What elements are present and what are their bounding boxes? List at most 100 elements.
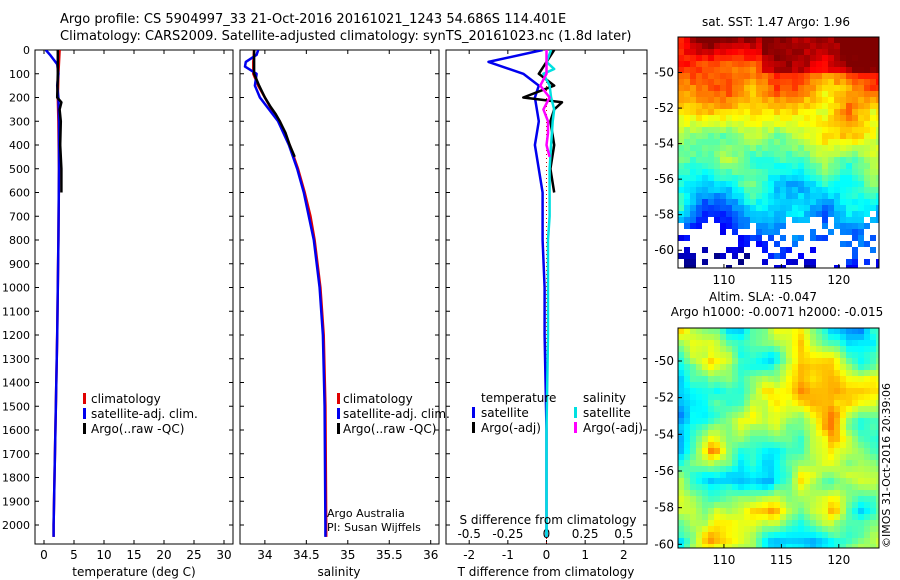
sst-cell <box>870 205 876 211</box>
sla-cell <box>744 376 750 382</box>
sst-cell <box>822 211 828 217</box>
sla-cell <box>762 328 768 334</box>
sla-cell <box>864 406 870 412</box>
sla-cell <box>744 418 750 424</box>
sst-cell <box>678 157 684 163</box>
sst-cell <box>792 67 798 73</box>
sla-cell <box>726 418 732 424</box>
sst-cell <box>864 259 870 265</box>
sst-cell <box>822 223 828 229</box>
sst-cell <box>744 139 750 145</box>
sst-cell <box>780 175 786 181</box>
sst-cell <box>702 175 708 181</box>
map-x-tick-label: 110 <box>712 553 735 567</box>
sla-cell <box>744 370 750 376</box>
sla-cell <box>780 508 786 514</box>
sst-cell <box>684 133 690 139</box>
sla-cell <box>774 514 780 520</box>
sst-cell <box>720 223 726 229</box>
sst-cell <box>852 205 858 211</box>
sst-cell <box>846 43 852 49</box>
sst-cell <box>768 121 774 127</box>
sst-cell <box>858 55 864 61</box>
sla-cell <box>702 502 708 508</box>
sst-cell <box>690 115 696 121</box>
sst-cell <box>810 61 816 67</box>
sla-cell <box>858 472 864 478</box>
sla-cell <box>744 472 750 478</box>
sst-cell <box>696 79 702 85</box>
sst-cell <box>750 139 756 145</box>
sla-cell <box>714 472 720 478</box>
sst-cell <box>828 115 834 121</box>
sla-cell <box>840 484 846 490</box>
sst-cell <box>816 175 822 181</box>
sla-cell <box>858 328 864 334</box>
sst-cell <box>714 79 720 85</box>
sst-cell <box>684 151 690 157</box>
sst-cell <box>684 121 690 127</box>
sst-cell <box>774 139 780 145</box>
salinity-legend: climatology satellite-adj. clim. Argo(..… <box>327 392 450 534</box>
sla-cell <box>816 520 822 526</box>
sla-cell <box>714 370 720 376</box>
sst-cell <box>804 79 810 85</box>
sst-cell <box>678 121 684 127</box>
sst-cell <box>720 61 726 67</box>
sst-cell <box>702 97 708 103</box>
sla-cell <box>852 430 858 436</box>
sla-cell <box>774 346 780 352</box>
sla-cell <box>864 400 870 406</box>
sla-cell <box>750 388 756 394</box>
sla-cell <box>732 538 738 544</box>
sla-cell <box>696 538 702 544</box>
sla-cell <box>708 472 714 478</box>
sla-cell <box>852 520 858 526</box>
sla-cell <box>876 382 879 388</box>
sst-cell <box>870 43 876 49</box>
legend-header-salinity: salinity <box>583 391 626 405</box>
sst-cell <box>684 157 690 163</box>
sla-cell <box>852 442 858 448</box>
sst-cell <box>684 43 690 49</box>
sst-cell <box>720 145 726 151</box>
sst-cell <box>786 133 792 139</box>
sla-cell <box>762 358 768 364</box>
sst-cell <box>870 235 876 241</box>
sst-cell <box>810 37 816 43</box>
sla-cell <box>756 400 762 406</box>
sla-cell <box>858 514 864 520</box>
sla-cell <box>786 472 792 478</box>
map-y-tick-label: -54 <box>654 427 674 441</box>
sla-cell <box>702 388 708 394</box>
sst-cell <box>762 103 768 109</box>
sla-cell <box>798 520 804 526</box>
sst-cell <box>714 91 720 97</box>
sst-cell <box>684 55 690 61</box>
sla-cell <box>762 544 768 548</box>
sst-cell <box>774 253 780 259</box>
sst-cell <box>852 157 858 163</box>
sla-cell <box>864 352 870 358</box>
sst-cell <box>714 43 720 49</box>
sla-cell <box>738 400 744 406</box>
sla-cell <box>810 472 816 478</box>
sla-cell <box>870 388 876 394</box>
sla-cell <box>858 454 864 460</box>
sla-cell <box>774 388 780 394</box>
sst-cell <box>870 157 876 163</box>
sst-cell <box>792 79 798 85</box>
sst-cell <box>702 169 708 175</box>
sla-cell <box>678 334 684 340</box>
sla-cell <box>822 472 828 478</box>
sla-cell <box>774 352 780 358</box>
sst-cell <box>774 73 780 79</box>
sst-cell <box>804 139 810 145</box>
sla-cell <box>846 412 852 418</box>
sla-cell <box>690 508 696 514</box>
sla-cell <box>738 532 744 538</box>
sla-cell <box>864 538 870 544</box>
sla-cell <box>834 514 840 520</box>
sla-cell <box>864 388 870 394</box>
sla-cell <box>828 376 834 382</box>
